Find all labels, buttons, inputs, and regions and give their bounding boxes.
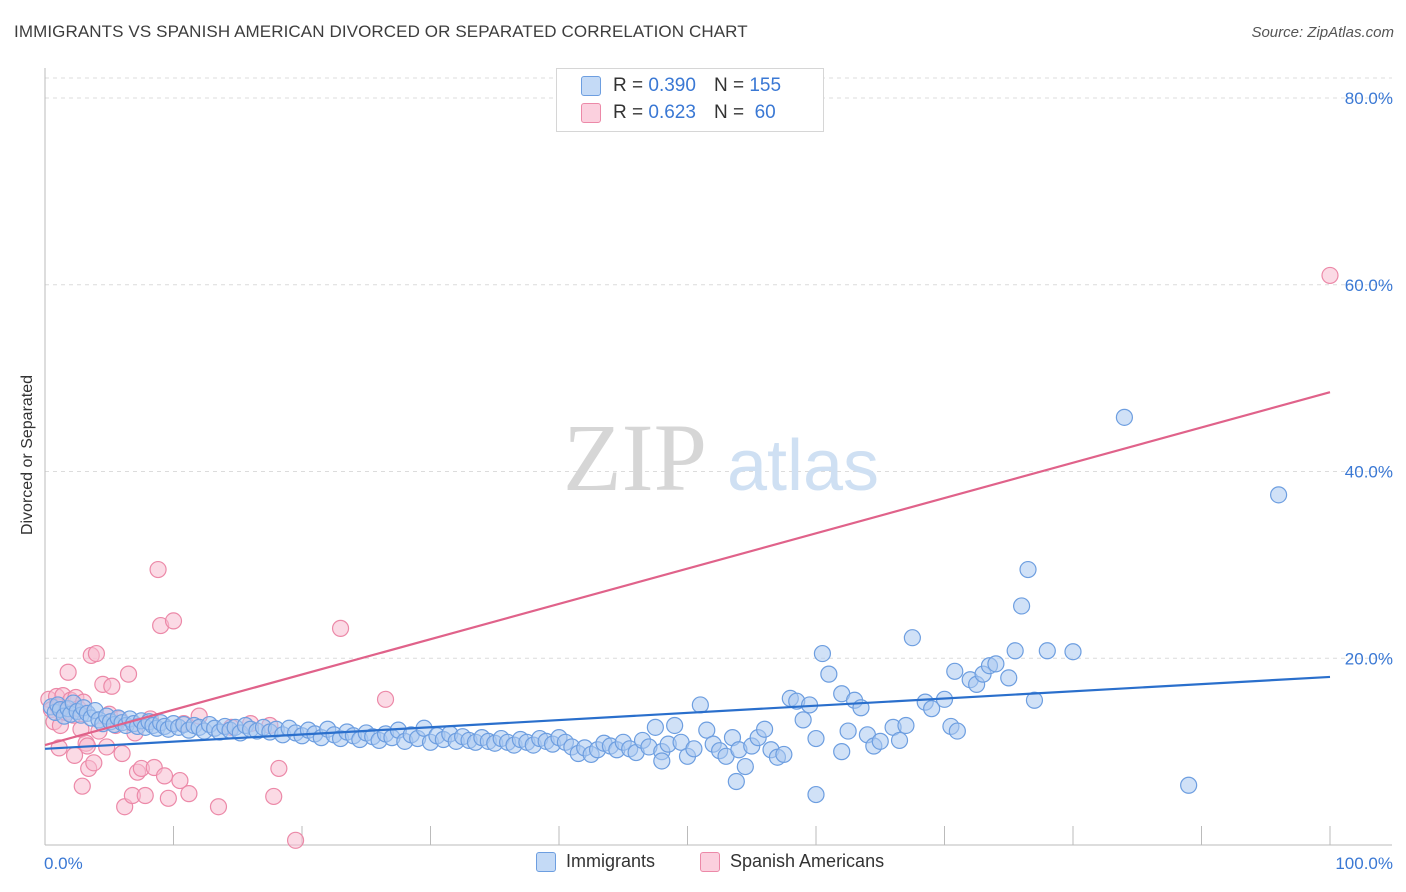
spanish-americans-trend-line (44, 391, 1331, 747)
immigrants-point (698, 721, 716, 739)
spanish-americans-point (270, 759, 288, 778)
immigrants-point (871, 732, 889, 750)
immigrants-legend-label: Immigrants (566, 851, 656, 871)
x-tick-label: 0.0% (44, 854, 83, 873)
immigrants-point (1115, 408, 1134, 426)
spanish-americans-point (1321, 266, 1339, 285)
source-label: Source: ZipAtlas.com (1251, 24, 1394, 41)
immigrants-point (890, 731, 909, 750)
immigrants-point (1038, 642, 1056, 660)
immigrants-point (987, 655, 1005, 673)
bottom-legend-spanish-americans[interactable]: Spanish Americans (700, 851, 884, 872)
immigrants-point (1019, 560, 1037, 579)
legend-r-label: R = (613, 102, 644, 123)
immigrants-point (666, 716, 684, 735)
y-tick-label: 20.0% (1345, 649, 1393, 668)
legend-swatch-immigrants (581, 76, 601, 96)
immigrants-point (736, 757, 754, 776)
legend-n-label: N = (713, 75, 745, 96)
immigrants-swatch (536, 851, 556, 872)
spanish-americans-swatch (700, 851, 720, 872)
spanish-americans-legend-label: Spanish Americans (730, 851, 885, 871)
immigrants-point (946, 662, 964, 680)
immigrants-trend-line (44, 675, 1331, 750)
legend-swatch-spanish-americans (581, 103, 601, 123)
y-tick-label: 80.0% (1345, 89, 1393, 108)
spanish-americans-point (113, 744, 131, 763)
spanish-americans-point (103, 677, 121, 695)
chart-title: IMMIGRANTS VS SPANISH AMERICAN DIVORCED … (14, 22, 748, 41)
legend-row-spanish-americans: R = 0.623 N = 60 (581, 100, 776, 126)
immigrants-point (685, 740, 703, 758)
spanish-americans-point (73, 777, 91, 795)
immigrants-point (691, 696, 709, 714)
immigrants-point (1006, 642, 1024, 660)
immigrants-point (646, 718, 664, 736)
spanish-americans-point (85, 754, 103, 772)
spanish-americans-point (331, 619, 350, 637)
spanish-americans-point (286, 831, 305, 849)
immigrants-point (1269, 486, 1288, 504)
bottom-legend-immigrants[interactable]: Immigrants (536, 851, 655, 872)
watermark: ZIP atlas (563, 404, 879, 511)
spanish-americans-point (171, 771, 189, 790)
spanish-americans-point (265, 787, 283, 806)
immigrants-point (653, 752, 671, 770)
spanish-americans-point (180, 785, 198, 803)
spanish-americans-point (159, 789, 177, 807)
immigrants-point (839, 722, 857, 740)
immigrants-point (813, 644, 832, 663)
spanish-americans-point (149, 560, 167, 579)
spanish-americans-point (136, 786, 154, 805)
legend-row-immigrants: R = 0.390 N = 155 (581, 73, 781, 99)
spanish-americans-point (209, 798, 228, 816)
legend-n-value: 155 (749, 75, 782, 96)
legend-r-label: R = (613, 75, 644, 96)
legend-r-value: 0.390 (648, 75, 696, 96)
watermark-zip: ZIP (563, 404, 707, 511)
spanish-americans-point (155, 767, 174, 785)
spanish-americans-point (87, 644, 106, 663)
axes (44, 68, 1392, 846)
spanish-americans-point (59, 663, 77, 681)
immigrants-point (923, 700, 941, 718)
immigrants-point (755, 720, 774, 738)
spanish-americans-point (164, 612, 183, 630)
immigrants-point (1025, 691, 1044, 709)
immigrants-point (948, 722, 966, 740)
spanish-americans-point (376, 690, 395, 708)
immigrants-point (1180, 776, 1198, 794)
immigrants-point (727, 772, 745, 791)
immigrants-point (1012, 597, 1031, 615)
immigrants-point (1064, 643, 1082, 661)
immigrants-point (807, 729, 825, 748)
x-tick-label: 100.0% (1335, 854, 1393, 873)
tick-labels: 20.0% 40.0% 60.0% 80.0% 0.0% 100.0% (44, 89, 1393, 873)
stats-legend: R = 0.390 N = 155 R = 0.623 N = 60 (556, 68, 824, 132)
legend-r-value: 0.623 (648, 102, 696, 123)
watermark-atlas: atlas (727, 426, 879, 506)
immigrants-point (775, 745, 793, 764)
spanish-americans-point (119, 665, 138, 683)
y-tick-label: 40.0% (1345, 463, 1393, 482)
immigrants-point (897, 716, 915, 735)
spanish-americans-point (65, 746, 84, 764)
grid-lines (45, 77, 1392, 659)
immigrants-point (903, 629, 921, 647)
legend-n-label: N = (713, 102, 745, 123)
immigrants-point (807, 785, 825, 804)
legend-n-value: 60 (749, 102, 776, 123)
immigrants-point (833, 743, 851, 761)
trend-lines (44, 391, 1331, 750)
y-tick-label: 60.0% (1345, 276, 1393, 295)
immigrants-point (820, 665, 838, 683)
immigrants-point (1000, 669, 1018, 687)
spanish-americans-point (98, 738, 116, 756)
immigrants-point (794, 711, 812, 729)
